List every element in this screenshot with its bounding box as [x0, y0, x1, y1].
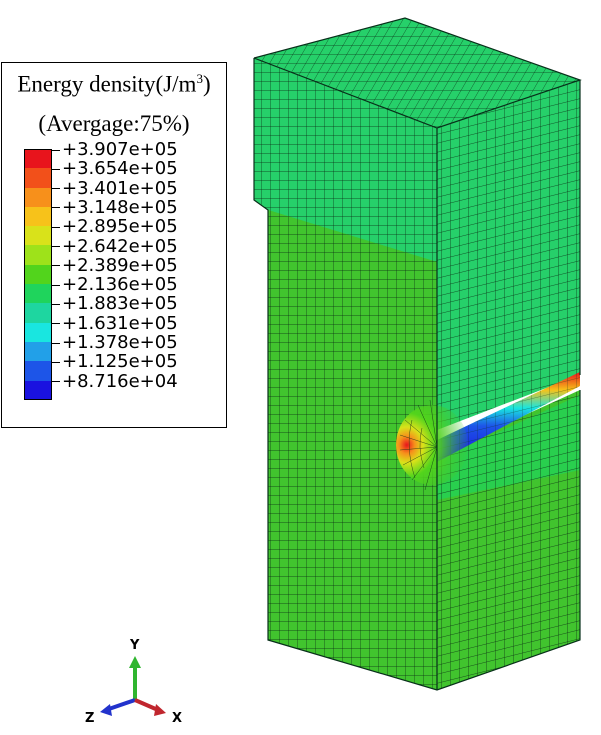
- axis-triad-arrows: [100, 656, 166, 716]
- legend-value-label: +1.125e+05: [52, 353, 178, 371]
- y-axis-arrowhead: [129, 656, 141, 668]
- legend-value-label: +8.716e+04: [52, 372, 178, 391]
- legend-value-label: +2.136e+05: [52, 276, 178, 294]
- legend-value-label: +1.631e+05: [52, 314, 178, 333]
- color-scale: [24, 149, 52, 400]
- top-face: [254, 18, 580, 128]
- legend-value-label: +1.378e+05: [52, 334, 178, 352]
- legend-value-label: +3.148e+05: [52, 198, 178, 217]
- x-axis-arrow: [134, 698, 159, 712]
- axis-triad: Y Z X: [80, 632, 200, 730]
- z-axis-label: Z: [85, 711, 95, 726]
- legend-value-label: +2.895e+05: [52, 218, 178, 236]
- contour-legend: Energy density(J/m3) (Avergage:75%) +3.9…: [1, 62, 227, 428]
- y-axis-label: Y: [130, 638, 140, 653]
- legend-value-label: +2.389e+05: [52, 256, 178, 275]
- legend-value-label: +3.401e+05: [52, 179, 178, 198]
- legend-value-label: +1.883e+05: [52, 295, 178, 313]
- upper-block-side: [437, 80, 580, 430]
- x-axis-label: X: [172, 711, 183, 726]
- crack-tip-concentration: [396, 399, 468, 491]
- legend-value-label: +3.907e+05: [52, 141, 178, 159]
- z-axis-arrow: [105, 698, 136, 712]
- legend-value-label: +2.642e+05: [52, 237, 178, 256]
- lower-block-side: [437, 390, 580, 690]
- legend-title: Energy density(J/m3): [17, 71, 211, 97]
- lower-block-front: [268, 210, 437, 690]
- z-axis-arrowhead: [100, 704, 112, 716]
- legend-value-label: +3.654e+05: [52, 160, 178, 178]
- x-axis-arrowhead: [154, 704, 166, 716]
- notch-crack-band: [437, 372, 580, 462]
- legend-subtitle: (Avergage:75%): [38, 111, 190, 136]
- model-outline: [253, 17, 582, 691]
